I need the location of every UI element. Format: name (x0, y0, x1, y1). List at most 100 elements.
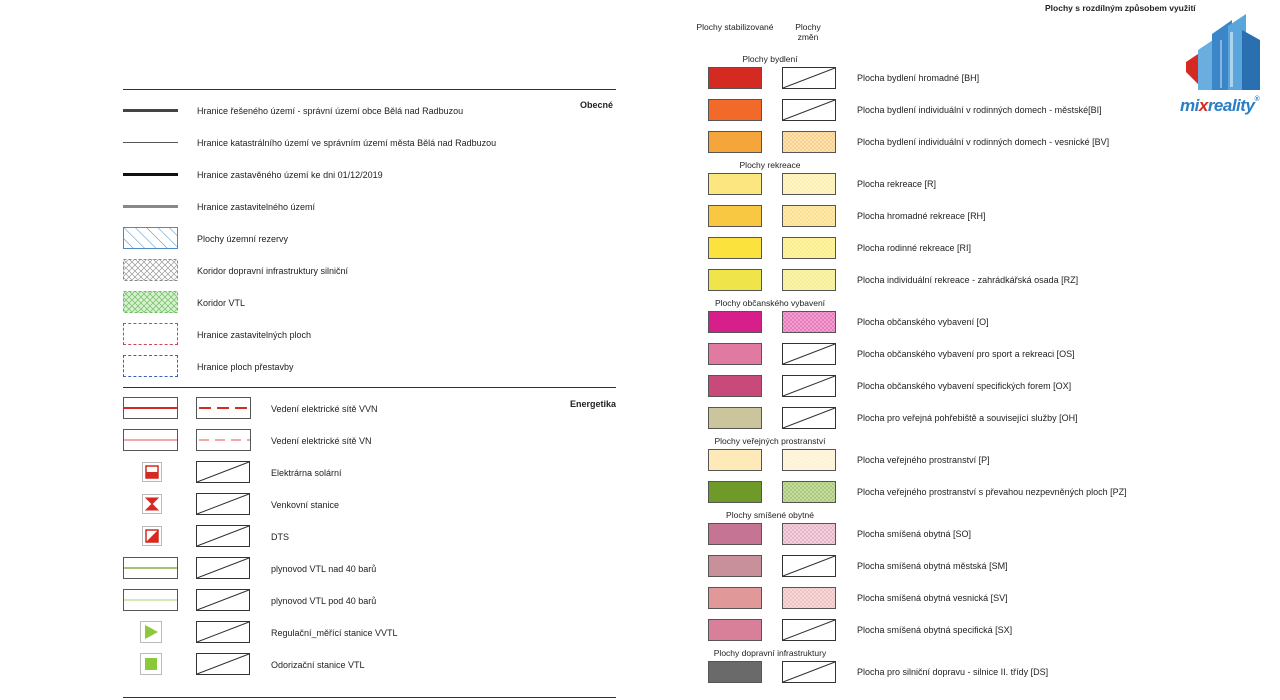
change-cross-box (196, 461, 250, 483)
land-use-label: Plocha veřejného prostranství s převahou… (857, 487, 1127, 497)
change-cross-box (782, 67, 836, 89)
divider (123, 387, 616, 388)
land-use-label: Plocha bydlení hromadné [BH] (857, 73, 980, 83)
change-cross-box (782, 619, 836, 641)
legend-label: Hranice řešeného území - správní území o… (197, 106, 464, 116)
regulation-station-icon (140, 621, 162, 643)
stabilized-swatch (708, 99, 762, 121)
change-cross-box (782, 375, 836, 397)
legend-label: Hranice ploch přestavby (197, 362, 294, 372)
change-cross-box (782, 99, 836, 121)
land-use-label: Plocha smíšená obytná městská [SM] (857, 561, 1008, 571)
legend-label: Hranice zastavěného území ke dni 01/12/2… (197, 170, 383, 180)
change-dotted-swatch (782, 311, 836, 333)
buildable-boundary-symbol (123, 323, 178, 345)
legend-label: Hranice zastavitelného území (197, 202, 316, 212)
land-use-label: Plocha pro silniční dopravu - silnice II… (857, 667, 1049, 677)
legend-label: Odorizační stanice VTL (271, 660, 365, 670)
legend-label: Venkovní stanice (271, 500, 340, 510)
stabilized-swatch (708, 237, 762, 259)
redevelopment-boundary-symbol (123, 355, 178, 377)
category-heading: Plochy rekreace (739, 160, 801, 170)
legend-label: Vedení elektrické sítě VN (271, 436, 372, 446)
legend-label: plynovod VTL pod 40 barů (271, 596, 377, 606)
line-symbol-thin (123, 142, 178, 143)
vtl-corridor-symbol (123, 291, 178, 313)
stabilized-swatch (708, 481, 762, 503)
change-dotted-swatch (782, 173, 836, 195)
change-cross-box (782, 407, 836, 429)
legend-title: Plochy s rozdílným způsobem využití (1045, 3, 1196, 13)
vvn-line-change-symbol (196, 397, 251, 419)
vn-line-symbol (123, 429, 178, 451)
divider (123, 697, 616, 698)
change-dotted-swatch (782, 523, 836, 545)
odorization-station-icon (140, 653, 162, 675)
vvn-line-symbol (123, 397, 178, 419)
legend-label: Elektrárna solární (271, 468, 342, 478)
legend-label: Vedení elektrické sítě VVN (271, 404, 378, 414)
vn-line-change-symbol (196, 429, 251, 451)
column-header-changes: Plochy změn (795, 22, 821, 42)
change-cross-box (196, 493, 250, 515)
change-dotted-swatch (782, 587, 836, 609)
dts-icon (142, 526, 162, 546)
legend-label: plynovod VTL nad 40 barů (271, 564, 377, 574)
land-use-label: Plocha bydlení individuální v rodinných … (857, 105, 1102, 115)
column-header-stabilized: Plochy stabilizované (696, 22, 774, 32)
land-use-label: Plocha individuální rekreace - zahrádkář… (857, 275, 1079, 285)
change-dotted-swatch (782, 269, 836, 291)
line-symbol-thick (123, 109, 178, 112)
gas-vtl-over40-symbol (123, 557, 178, 579)
section-title-energetika: Energetika (570, 399, 617, 409)
change-cross-box (196, 589, 250, 611)
change-cross-box (782, 555, 836, 577)
change-dotted-swatch (782, 449, 836, 471)
logo-wordmark: mixreality® (1180, 96, 1260, 115)
stabilized-swatch (708, 619, 762, 641)
stabilized-swatch (708, 449, 762, 471)
change-dotted-swatch (782, 205, 836, 227)
land-use-label: Plocha občanského vybavení specifických … (857, 381, 1072, 391)
change-cross-box (196, 525, 250, 547)
land-use-label: Plocha rodinné rekreace [RI] (857, 243, 972, 253)
land-use-label: Plocha smíšená obytná vesnická [SV] (857, 593, 1008, 603)
category-heading: Plochy dopravní infrastruktury (713, 648, 827, 658)
reserve-hatch-symbol (123, 227, 178, 249)
legend-label: Hranice zastavitelných ploch (197, 330, 312, 340)
change-dotted-swatch (782, 237, 836, 259)
change-cross-box (196, 653, 250, 675)
stabilized-swatch (708, 173, 762, 195)
stabilized-swatch (708, 523, 762, 545)
category-heading: Plochy bydlení (742, 54, 798, 64)
change-cross-box (782, 343, 836, 365)
land-use-label: Plocha smíšená obytná specifická [SX] (857, 625, 1013, 635)
gas-vtl-under40-symbol (123, 589, 178, 611)
stabilized-swatch (708, 311, 762, 333)
land-use-label: Plocha rekreace [R] (857, 179, 937, 189)
road-corridor-symbol (123, 259, 178, 281)
stabilized-swatch (708, 555, 762, 577)
legend-label: DTS (271, 532, 289, 542)
land-use-label: Plocha veřejného prostranství [P] (857, 455, 990, 465)
change-dotted-swatch (782, 481, 836, 503)
change-cross-box (782, 661, 836, 683)
category-heading: Plochy smíšené obytné (726, 510, 814, 520)
land-use-label: Plocha občanského vybavení [O] (857, 317, 989, 327)
legend-label: Regulační_měřící stanice VVTL (271, 628, 398, 638)
land-use-label: Plocha bydlení individuální v rodinných … (857, 137, 1110, 147)
category-heading: Plochy veřejných prostranství (714, 436, 826, 446)
stabilized-swatch (708, 587, 762, 609)
land-use-label: Plocha smíšená obytná [SO] (857, 529, 972, 539)
section-title-obecne: Obecné (580, 100, 614, 110)
stabilized-swatch (708, 661, 762, 683)
stabilized-swatch (708, 343, 762, 365)
line-symbol-black (123, 173, 178, 176)
stabilized-swatch (708, 375, 762, 397)
land-use-label: Plocha hromadné rekreace [RH] (857, 211, 986, 221)
change-dotted-swatch (782, 131, 836, 153)
legend-label: Hranice katastrálního území ve správním … (197, 138, 497, 148)
stabilized-swatch (708, 205, 762, 227)
legend-label: Koridor dopravní infrastruktury silniční (197, 266, 349, 276)
legend-label: Koridor VTL (197, 298, 246, 308)
